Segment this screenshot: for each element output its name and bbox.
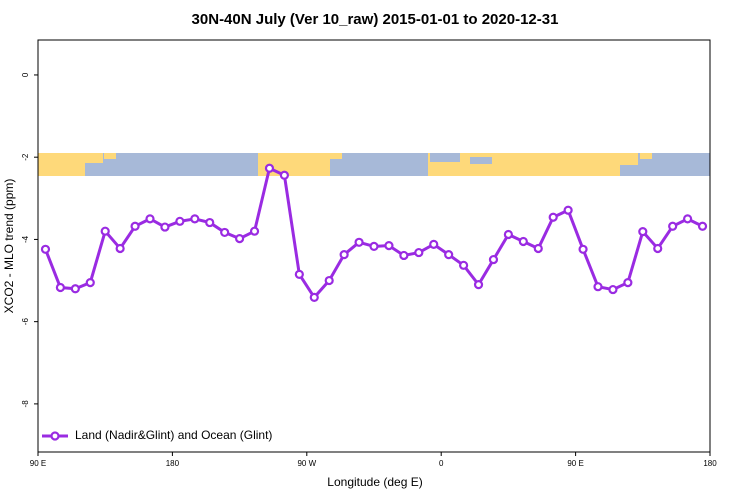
data-point bbox=[668, 221, 678, 231]
data-point bbox=[309, 292, 319, 302]
data-point bbox=[459, 260, 469, 270]
data-point bbox=[235, 233, 245, 244]
data-point bbox=[533, 243, 543, 254]
data-point bbox=[354, 237, 364, 247]
data-point bbox=[503, 229, 513, 240]
data-point bbox=[279, 170, 289, 180]
legend-marker bbox=[50, 431, 60, 441]
data-point bbox=[264, 163, 275, 173]
data-point bbox=[399, 250, 409, 261]
data-point bbox=[100, 226, 110, 236]
data-point bbox=[429, 239, 439, 249]
data-point bbox=[563, 205, 573, 215]
data-point bbox=[55, 282, 66, 293]
data-point bbox=[444, 250, 454, 260]
y-axis-label: XCO2 - MLO trend (ppm) bbox=[2, 179, 16, 314]
plot-frame bbox=[37, 39, 711, 453]
data-point bbox=[205, 217, 215, 228]
map-strip bbox=[38, 153, 710, 176]
data-point bbox=[145, 214, 155, 224]
x-axis-label: Longitude (deg E) bbox=[327, 475, 422, 489]
data-point bbox=[249, 226, 260, 236]
data-point bbox=[369, 241, 379, 252]
data-point bbox=[608, 284, 618, 295]
data-point bbox=[578, 244, 588, 254]
x-tick-label: 180 bbox=[166, 459, 180, 468]
data-point bbox=[488, 254, 499, 265]
data-point bbox=[160, 222, 170, 232]
x-tick-label: 90 E bbox=[567, 459, 583, 468]
series-line bbox=[44, 166, 704, 300]
x-tick-label: 90 W bbox=[297, 459, 316, 468]
data-point bbox=[623, 277, 633, 288]
data-point bbox=[324, 275, 334, 286]
data-point bbox=[548, 212, 558, 222]
y-tick-label: -4 bbox=[21, 235, 30, 243]
y-tick-label: 0 bbox=[21, 72, 30, 77]
data-point bbox=[473, 280, 484, 290]
x-tick-label: 90 E bbox=[30, 459, 46, 468]
data-point bbox=[175, 216, 185, 226]
data-point bbox=[115, 243, 125, 254]
data-point bbox=[653, 243, 663, 254]
y-tick-label: -6 bbox=[21, 318, 30, 326]
y-tick-label: -2 bbox=[21, 153, 30, 161]
data-point bbox=[593, 282, 603, 292]
data-point bbox=[638, 227, 648, 237]
data-point bbox=[190, 214, 200, 224]
legend-label: Land (Nadir&Glint) and Ocean (Glint) bbox=[75, 428, 272, 442]
data-point bbox=[130, 221, 140, 231]
data-point bbox=[697, 221, 708, 231]
data-point bbox=[40, 244, 51, 254]
data-point bbox=[294, 269, 304, 279]
y-tick-label: -8 bbox=[21, 400, 30, 408]
x-tick-label: 180 bbox=[703, 459, 717, 468]
data-point bbox=[682, 214, 693, 224]
data-point bbox=[518, 236, 528, 247]
data-point bbox=[85, 277, 95, 288]
data-point bbox=[414, 247, 424, 258]
data-point bbox=[384, 240, 394, 251]
chart-title: 30N-40N July (Ver 10_raw) 2015-01-01 to … bbox=[192, 11, 559, 28]
data-point bbox=[220, 227, 230, 238]
data-point bbox=[339, 250, 349, 260]
data-point bbox=[70, 284, 80, 294]
x-tick-label: 0 bbox=[439, 459, 444, 468]
